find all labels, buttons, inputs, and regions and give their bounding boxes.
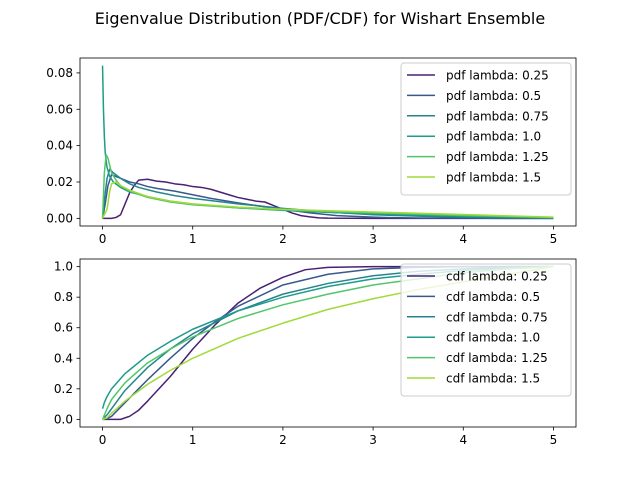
cdf-y-tick-label-4: 0.8 bbox=[54, 290, 73, 304]
cdf-legend-label-1: cdf lambda: 0.5 bbox=[446, 290, 540, 304]
pdf-y-tick-label-4: 0.08 bbox=[46, 66, 73, 80]
pdf-legend-label-1: pdf lambda: 0.5 bbox=[446, 89, 541, 103]
cdf-y-tick-label-3: 0.6 bbox=[54, 321, 73, 335]
cdf-legend-label-2: cdf lambda: 0.75 bbox=[446, 310, 548, 324]
pdf-y-tick-label-2: 0.04 bbox=[46, 139, 73, 153]
cdf-legend-box bbox=[400, 263, 572, 397]
pdf-y-tick-label-3: 0.06 bbox=[46, 102, 73, 116]
pdf-series-line-1 bbox=[101, 173, 554, 220]
pdf-x-tick-label-3: 3 bbox=[369, 232, 377, 246]
cdf-legend: cdf lambda: 0.25 cdf lambda: 0.5 cdf lambd… bbox=[400, 263, 572, 397]
cdf-x-tick-label-4: 4 bbox=[459, 433, 467, 447]
cdf-legend-label-0: cdf lambda: 0.25 bbox=[446, 270, 548, 284]
pdf-legend-label-2: pdf lambda: 0.75 bbox=[446, 109, 549, 123]
cdf-x-tick-label-2: 2 bbox=[279, 433, 287, 447]
pdf-series-line-0 bbox=[102, 178, 554, 220]
pdf-legend-label-0: pdf lambda: 0.25 bbox=[446, 69, 549, 83]
pdf-series-line-2 bbox=[101, 168, 554, 219]
cdf-y-tick-label-0: 0.0 bbox=[54, 412, 73, 426]
cdf-axes-frame bbox=[79, 258, 577, 428]
cdf-legend-label-5: cdf lambda: 1.5 bbox=[446, 372, 540, 386]
pdf-legend-label-5: pdf lambda: 1.5 bbox=[446, 171, 541, 185]
pdf-y-tick-label-0: 0.00 bbox=[46, 211, 73, 225]
cdf-legend-label-4: cdf lambda: 1.25 bbox=[446, 351, 548, 365]
cdf-series-line-0 bbox=[102, 265, 554, 421]
pdf-legend-label-3: pdf lambda: 1.0 bbox=[446, 130, 541, 144]
cdf-x-tick-label-0: 0 bbox=[99, 433, 107, 447]
pdf-legend: pdf lambda: 0.25 pdf lambda: 0.5 pdf lambd… bbox=[400, 62, 572, 196]
cdf-x-tick-label-1: 1 bbox=[189, 433, 197, 447]
cdf-y-tick-label-1: 0.2 bbox=[54, 382, 73, 396]
pdf-x-tick-label-5: 5 bbox=[550, 232, 558, 246]
pdf-legend-box bbox=[400, 62, 572, 196]
pdf-x-tick-label-4: 4 bbox=[459, 232, 467, 246]
pdf-axes-frame bbox=[79, 57, 577, 227]
pdf-series-line-5 bbox=[101, 181, 554, 219]
cdf-x-tick-label-5: 5 bbox=[550, 433, 558, 447]
pdf-y-tick-label-1: 0.02 bbox=[46, 175, 73, 189]
pdf-x-tick-label-2: 2 bbox=[279, 232, 287, 246]
pdf-subplot: 0 1 2 3 4 5 0.00 0.02 0.04 0.06 0.08 pdf lambda: 0.… bbox=[46, 57, 577, 246]
cdf-legend-label-3: cdf lambda: 1.0 bbox=[446, 331, 540, 345]
cdf-x-tick-label-3: 3 bbox=[369, 433, 377, 447]
pdf-series-line-4 bbox=[101, 153, 554, 219]
pdf-series-group bbox=[101, 65, 554, 220]
cdf-y-tick-label-5: 1.0 bbox=[54, 260, 73, 274]
figure-title: Eigenvalue Distribution (PDF/CDF) for Wi… bbox=[95, 9, 545, 28]
pdf-x-tick-label-0: 0 bbox=[99, 232, 107, 246]
cdf-subplot: 0 1 2 3 4 5 0.0 0.2 0.4 0.6 0.8 1.0 cdf lambda: 0.25… bbox=[54, 258, 577, 447]
pdf-x-tick-label-1: 1 bbox=[189, 232, 197, 246]
cdf-y-tick-label-2: 0.4 bbox=[54, 351, 73, 365]
pdf-legend-label-4: pdf lambda: 1.25 bbox=[446, 150, 549, 164]
